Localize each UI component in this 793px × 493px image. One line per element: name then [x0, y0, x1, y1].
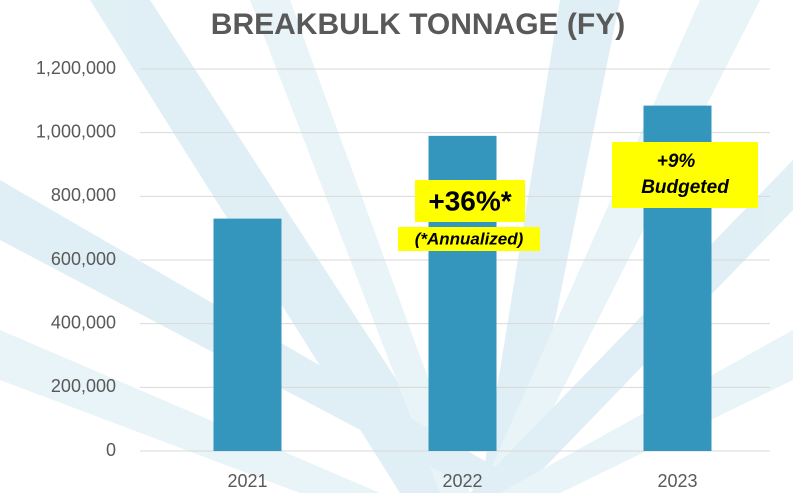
x-tick-label: 2021: [227, 471, 267, 491]
annotation: (*Annualized): [415, 229, 524, 248]
x-tick-label: 2023: [657, 471, 697, 491]
y-tick-label: 0: [106, 440, 116, 460]
y-tick-label: 1,000,000: [36, 121, 116, 141]
annotation: +9%: [657, 151, 696, 172]
chart-title: BREAKBULK TONNAGE (FY): [211, 8, 625, 41]
y-tick-label: 200,000: [51, 376, 116, 396]
annotation: Budgeted: [641, 177, 729, 198]
y-tick-label: 600,000: [51, 249, 116, 269]
chart: BREAKBULK TONNAGE (FY) 0 200,000 400,000 60…: [0, 0, 793, 493]
y-tick-label: 1,200,000: [36, 58, 116, 78]
bar: [214, 219, 282, 451]
y-tick-label: 400,000: [51, 312, 116, 332]
y-tick-label: 800,000: [51, 185, 116, 205]
annotation: +36%*: [428, 185, 511, 216]
x-tick-label: 2022: [442, 471, 482, 491]
